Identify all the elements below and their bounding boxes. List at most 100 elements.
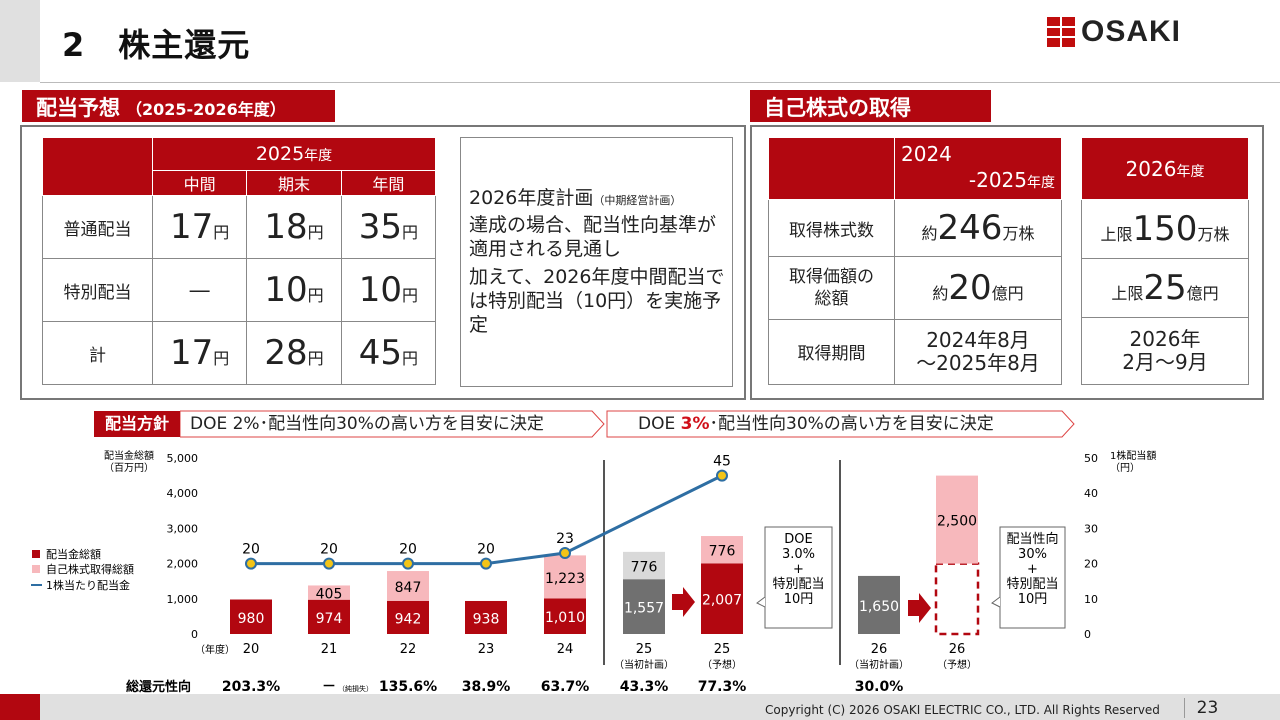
bar-label-dividend: 942 [395,611,422,627]
bar-dividend [465,600,507,634]
row-label: 特別配当 [42,258,153,322]
legend-swatch-buyback [32,565,40,573]
page-title: 2 株主還元 [62,26,251,64]
bar-dividend [387,600,429,634]
callout-payout-text: 10円 [1018,592,1048,607]
buyback-table-2026: 2026年度 上限150万株 上限25億円 2026年 2月～9月 [1081,137,1249,386]
right-tick-label: 40 [1084,487,1098,500]
bar-label-buyback: 405 [316,587,343,603]
left-axis-unit: （百万円） [104,462,154,474]
policy-new-arrow [606,410,1075,438]
dividend-per-share-label: 45 [713,454,731,470]
header-divider [40,82,1280,83]
bar-label-buyback: 776 [631,560,658,576]
bar-label-dividend: 1,557 [624,601,664,617]
total-return-value: 43.3% [620,679,669,694]
bar-label-dividend: 980 [238,611,265,627]
right-axis-title: 1株配当額 [1110,449,1156,462]
right-tick-label: 10 [1084,593,1098,606]
policy-tag: 配当方針 [94,411,180,437]
dividend-note: 2026年度計画（中期経営計画） 達成の場合、配当性向基準が適用される見通し 加… [460,137,733,387]
arrow-icon [672,587,695,617]
bar-buyback [544,555,586,599]
dividend-per-share-line [251,474,723,566]
bar-dividend [230,599,272,634]
dividend-per-share-point [559,547,571,560]
left-tick-label: 0 [191,628,198,641]
dividend-table: 2025年度 中間 期末 年間 普通配当 17円 18円 35円 特別配当 ― … [42,137,437,385]
callout-doe-text: 特別配当 [772,577,824,592]
bar-buyback [387,571,429,601]
buyback-section-label: 自己株式の取得 [750,90,991,122]
bar-label-buyback: 2,500 [937,514,977,530]
policy-old-text: DOE 2%･配当性向30%の高い方を目安に決定 [190,414,544,434]
buyback-table: 2024 -2025年度 取得株式数 約246万株 取得価額の 総額 約20億円 … [768,137,1062,386]
dividend-per-share-point [480,557,492,570]
bar-dividend [544,598,586,634]
dividend-corner [42,137,153,196]
buyback-corner [768,137,895,200]
legend-dividend: 配当金総額 [46,547,101,561]
col-interim: 中間 [151,170,248,196]
bar-label-buyback: 1,223 [545,571,585,587]
buyback-2026-head: 2026年度 [1081,137,1249,200]
bar-label-dividend: 1,650 [859,599,899,615]
row-ordinary: 普通配当 17円 18円 35円 [42,195,437,259]
copyright: Copyright (C) 2026 OSAKI ELECTRIC CO., L… [765,703,1160,717]
right-tick-label: 30 [1084,522,1098,535]
left-tick-label: 4,000 [167,487,199,500]
dividend-per-share-label: 20 [477,542,495,558]
arrow-icon [908,593,931,623]
bar-buyback [701,536,743,564]
osaki-logo: OSAKI [1047,14,1181,50]
callout-doe-box [764,526,833,629]
note-line2: 達成の場合、配当性向基準が適用される見通し [469,214,717,260]
row-total: 計 17円 28円 45円 [42,321,437,385]
row-label: 普通配当 [42,195,153,259]
right-tick-label: 50 [1084,452,1098,465]
x-tick-sublabel: （予想） [702,658,742,671]
dividend-label-text: 配当予想 [36,96,120,120]
callout-payout-pointer [991,596,1001,608]
x-tick-label: 22 [400,642,417,657]
x-tick-label: 26 [871,642,888,657]
policy-old-arrow [180,410,605,438]
callout-doe-text: 10円 [784,592,814,607]
legend-buyback: 自己株式取得総額 [46,562,134,576]
callout-payout-text: 配当性向 [1006,531,1058,547]
bar-dividend [623,579,665,634]
total-return-value: 30.0% [855,679,904,694]
x-axis-unit: （年度） [195,643,235,656]
callout-doe-pointer [756,596,766,608]
dividend-section-label: 配当予想 （2025-2026年度） [22,90,335,122]
dividend-per-share-point [716,469,728,482]
dividend-chart: 配当金総額（百万円）1株配当額（円）5,0004,0003,0002,0001,… [31,449,1156,694]
left-tick-label: 3,000 [167,522,199,535]
row-label: 計 [42,321,153,385]
dividend-per-share-point [323,557,335,570]
dividend-per-share-point [402,557,414,570]
buyback-label-text: 自己株式の取得 [764,96,911,120]
bar-label-buyback: 847 [395,580,422,596]
bar-dividend [858,575,900,634]
left-tick-label: 5,000 [167,452,199,465]
footer-accent [0,694,40,720]
callout-payout-text: 30% [1018,547,1047,562]
bar-dividend [308,599,350,634]
sidebar-tab [0,0,40,82]
callout-payout-box [999,526,1066,629]
total-return-value: 77.3% [698,679,747,694]
note-line3: 加えて、2026年度中間配当では特別配当（10円）を実施予定 [469,266,725,336]
callout-payout-text: 特別配当 [1006,577,1058,592]
total-return-value: － [322,679,336,694]
callout-doe-text: 3.0% [782,547,815,562]
total-return-value: 63.7% [541,679,590,694]
x-tick-label: 20 [243,642,260,657]
x-tick-sublabel: （当初計画） [614,658,674,671]
right-axis-unit: （円） [1110,462,1140,474]
x-tick-sublabel: （予想） [937,658,977,671]
bar-label-dividend: 1,010 [545,610,585,626]
row-special: 特別配当 ― 10円 10円 [42,258,437,322]
legend-line: 1株当たり配当金 [46,578,130,592]
total-return-label: 総還元性向 [126,679,191,694]
